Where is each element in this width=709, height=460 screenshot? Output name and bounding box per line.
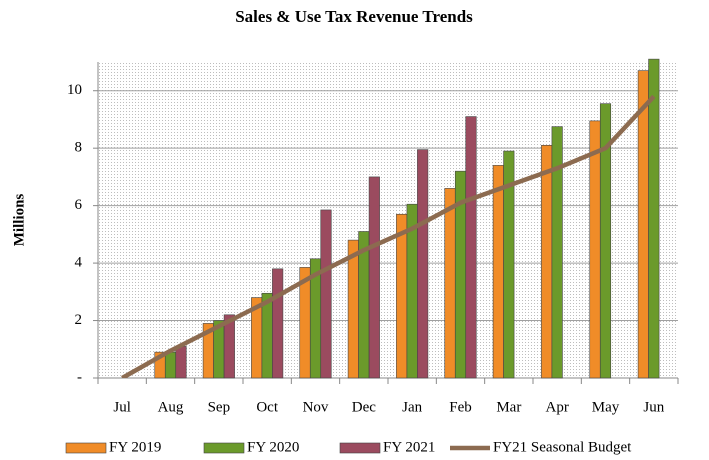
bar: [417, 149, 429, 379]
legend-swatch: [339, 442, 381, 454]
bar: [320, 209, 332, 379]
bar: [444, 188, 456, 379]
legend-label: FY 2019: [109, 439, 161, 455]
x-tick-label: Sep: [208, 399, 231, 415]
bar: [223, 314, 235, 379]
bar: [541, 145, 553, 379]
x-tick-label: Oct: [256, 399, 278, 415]
bar: [551, 126, 563, 379]
bar: [492, 165, 504, 379]
x-tick-label: Jan: [402, 399, 422, 415]
bar: [164, 351, 177, 379]
bar: [465, 116, 477, 379]
x-tick-label: Apr: [546, 399, 569, 415]
bar: [368, 176, 380, 379]
bar: [503, 150, 515, 379]
plot-area: [98, 62, 678, 378]
x-tick-label: Feb: [449, 399, 472, 415]
legend-label: FY 2020: [247, 439, 299, 455]
bar: [599, 103, 612, 379]
x-tick-label: Dec: [352, 399, 376, 415]
y-tick-label: 4: [75, 255, 83, 271]
y-tick-label: 8: [75, 140, 83, 156]
legend-swatch: [203, 442, 245, 454]
y-tick-label: 6: [75, 197, 83, 213]
bar: [648, 58, 660, 379]
legend-label: FY21 Seasonal Budget: [493, 439, 632, 455]
x-tick-label: Jun: [643, 399, 664, 415]
x-tick-label: Mar: [496, 399, 521, 415]
y-tick-label: -: [77, 369, 82, 385]
chart-title: Sales & Use Tax Revenue Trends: [235, 7, 473, 26]
line: [121, 94, 656, 378]
bar: [637, 70, 649, 379]
bar: [589, 120, 601, 379]
bar: [347, 239, 359, 379]
y-tick-label: 10: [67, 82, 82, 98]
bar: [272, 268, 284, 379]
bar: [396, 213, 408, 379]
x-tick-label: Nov: [303, 399, 329, 415]
bar: [175, 346, 187, 379]
legend-swatch: [65, 442, 107, 454]
x-tick-label: May: [592, 399, 620, 415]
x-tick-label: Jul: [113, 399, 131, 415]
x-tick-label: Aug: [158, 399, 184, 415]
legend-label: FY 2021: [383, 439, 435, 455]
y-tick-label: 2: [75, 312, 83, 328]
y-axis-label: Millions: [11, 194, 27, 247]
